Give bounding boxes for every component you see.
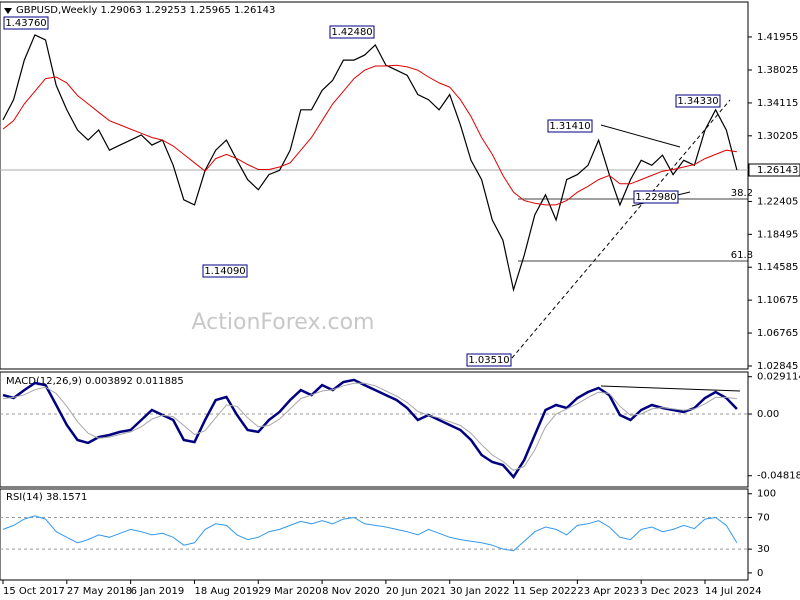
trend-line (600, 124, 681, 148)
x-tick-label: 18 Aug 2019 (194, 586, 258, 597)
x-tick-label: 11 Sep 2022 (514, 586, 577, 597)
y-tick-label: 0.00 (757, 409, 779, 420)
x-tick-label: 23 Apr 2023 (577, 586, 639, 597)
y-tick-label: 100 (757, 489, 776, 500)
series-line (2, 515, 738, 552)
rsi-title: RSI(14) 38.1571 (6, 492, 87, 503)
fib-label: 61.8 (731, 250, 753, 261)
x-tick-label: 6 Jan 2019 (131, 586, 185, 597)
y-tick-label: 30 (757, 544, 770, 555)
menu-icon (4, 8, 12, 14)
last-price-box (748, 163, 800, 177)
x-tick-label: 14 Jul 2024 (705, 586, 762, 597)
annotation-box (466, 353, 512, 367)
y-tick-label: 0 (757, 568, 763, 579)
annotation: 1.03510 (468, 355, 509, 366)
annotation-box (547, 119, 593, 133)
annotation-box (675, 94, 721, 108)
y-tick-label: 1.30205 (757, 131, 798, 142)
last-price-label: 1.26143 (757, 165, 798, 176)
macd-trend-line (600, 385, 741, 392)
annotation: 1.43760 (5, 18, 46, 29)
x-tick-label: 30 Jan 2022 (450, 586, 510, 597)
y-tick-label: 1.10675 (757, 295, 798, 306)
rsi-frame (0, 488, 749, 581)
price-frame (0, 1, 749, 370)
x-tick-label: 29 Mar 2020 (258, 586, 321, 597)
series-line (2, 34, 738, 293)
x-tick-label: 15 Oct 2017 (3, 586, 65, 597)
macd-frame (0, 371, 749, 488)
y-tick-label: 0.029114 (757, 372, 800, 383)
y-tick-label: 70 (757, 512, 770, 523)
y-tick-label: 1.41955 (757, 32, 798, 43)
watermark: ActionForex.com (192, 310, 375, 335)
annotation: 1.22980 (635, 192, 676, 203)
y-tick-label: 1.18495 (757, 229, 798, 240)
annotation-box (329, 25, 375, 39)
annotation-box (3, 16, 49, 30)
x-tick-label: 27 May 2018 (67, 586, 132, 597)
annotation-box (202, 264, 248, 278)
series-line (2, 382, 737, 471)
annotation: 1.31410 (549, 121, 590, 132)
annotation: 1.14090 (204, 266, 245, 277)
fib-label: 38.2 (731, 188, 753, 199)
y-tick-label: -0.048189 (757, 471, 800, 482)
series-line (2, 64, 737, 206)
trend-line (511, 99, 731, 359)
y-tick-label: 1.14585 (757, 262, 798, 273)
y-tick-label: 1.38025 (757, 65, 798, 76)
y-tick-label: 1.02845 (757, 361, 798, 372)
chart-title: GBPUSD,Weekly 1.29063 1.29253 1.25965 1.… (16, 5, 275, 16)
y-tick-label: 1.34115 (757, 98, 798, 109)
macd-title: MACD(12,26,9) 0.003892 0.011885 (6, 376, 184, 387)
annotation-box (633, 190, 679, 204)
annotation: 1.34330 (677, 96, 718, 107)
annotation: 1.42480 (331, 27, 372, 38)
x-tick-label: 20 Jun 2021 (386, 586, 446, 597)
x-tick-label: 3 Dec 2023 (641, 586, 699, 597)
x-tick-label: 8 Nov 2020 (322, 586, 380, 597)
y-tick-label: 1.22405 (757, 196, 798, 207)
series-line (2, 378, 738, 480)
y-tick-label: 1.06765 (757, 328, 798, 339)
